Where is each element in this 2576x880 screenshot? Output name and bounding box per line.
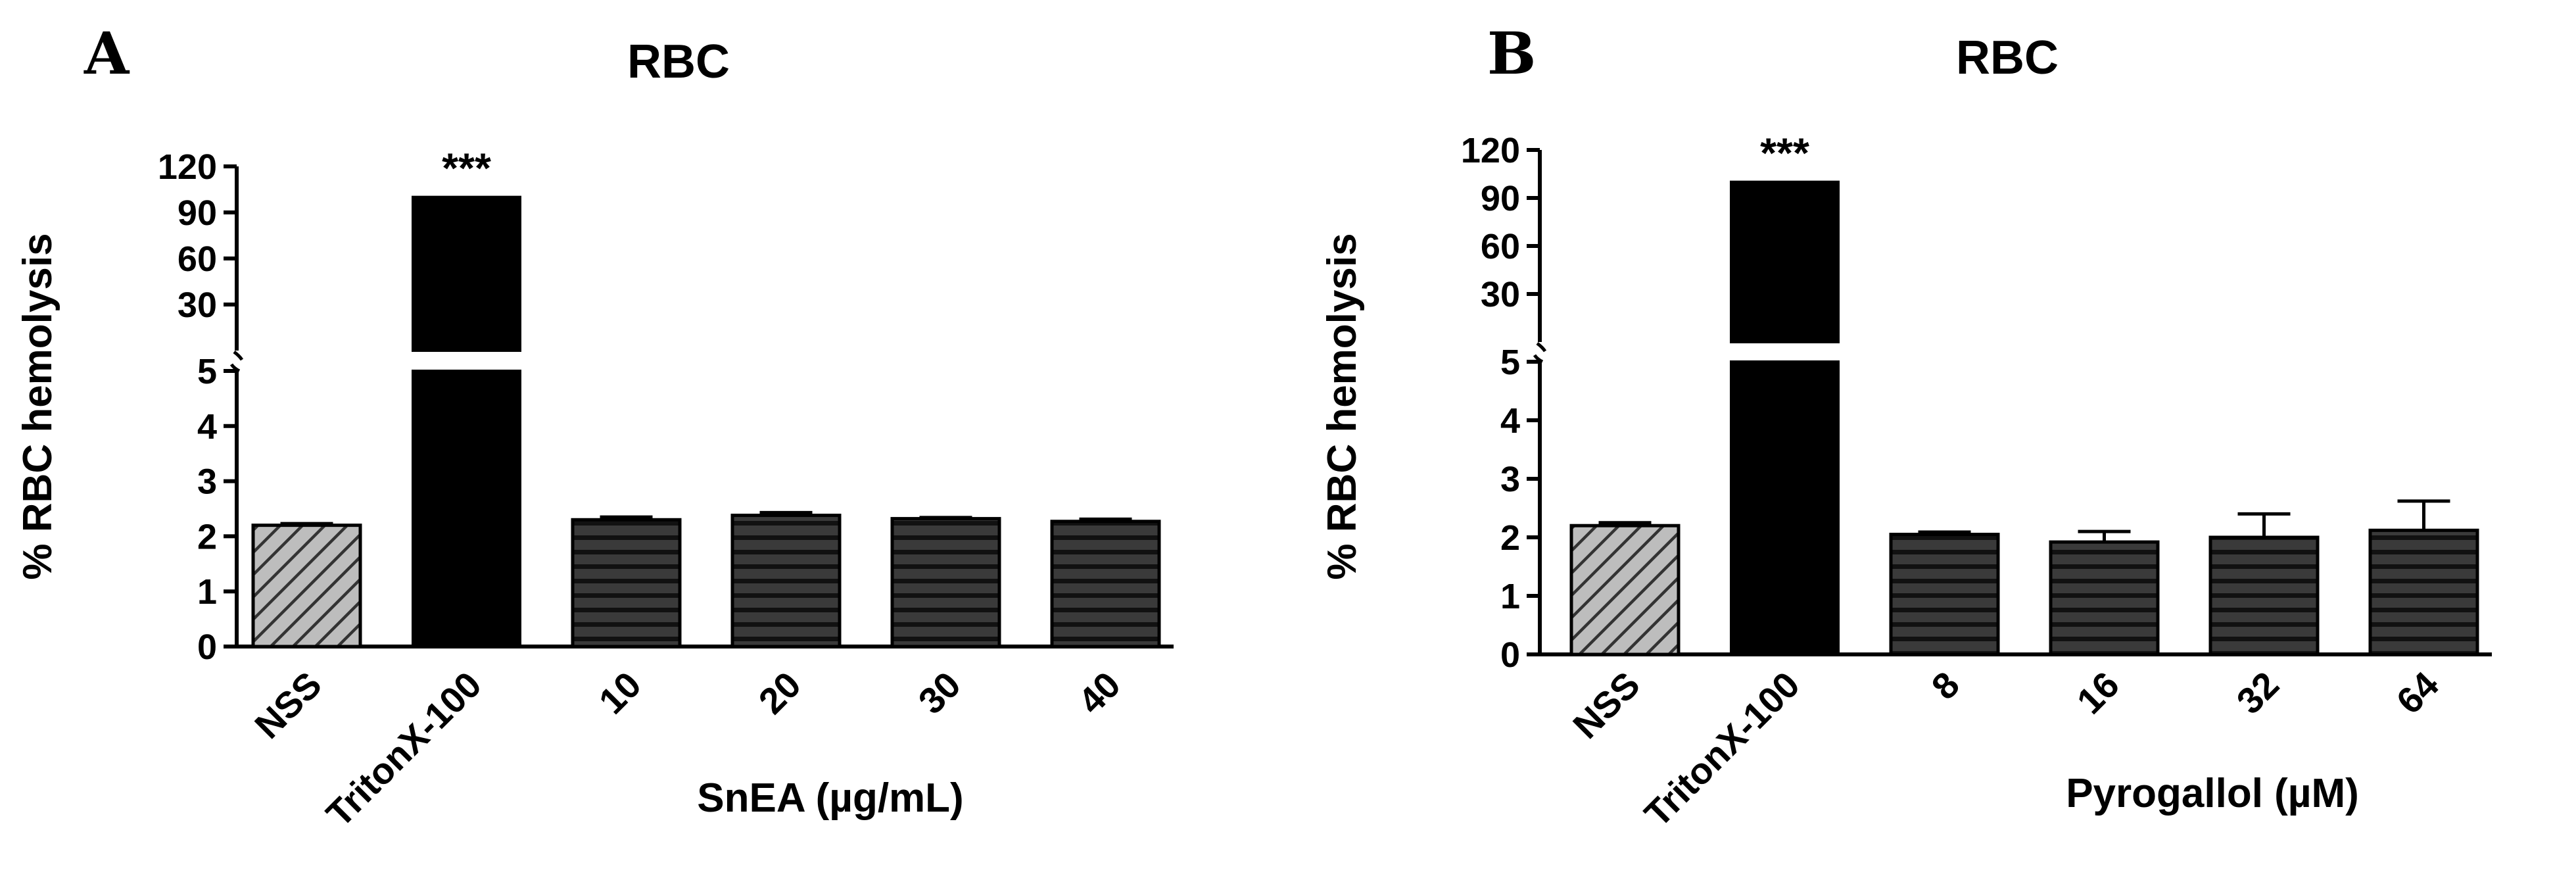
y-tick-label: 4 [197,407,217,447]
bar [890,517,1001,648]
significance-marker: *** [1760,130,1809,177]
y-tick-label: 1 [1500,577,1520,616]
y-tick-label: 60 [178,239,217,279]
bar [1050,520,1161,648]
bar [2208,535,2320,656]
y-tick-label: 0 [197,627,217,667]
bar-upper-segment [1730,180,1840,343]
x-tick-label: 16 [2068,664,2127,722]
x-tick-label: NSS [247,664,329,746]
y-tick-label: 90 [178,193,217,233]
y-tick-label: 5 [197,352,217,391]
y-tick-label: 30 [178,285,217,325]
y-axis-label: % RBC hemolysis [1320,233,1365,579]
bar [571,518,682,648]
x-axis-label: Pyrogallol (µM) [2066,771,2359,816]
x-tick-label: 10 [590,664,649,722]
chart-panel-b: B RBC % RBC hemolysis Pyrogallol (µM) 0 1 2 3 4 5… [1320,19,2492,835]
axis-break-mark [233,351,244,361]
bar [251,524,362,648]
panel-letter: A [83,19,130,87]
y-tick-label: 30 [1481,275,1520,314]
y-tick-label: 2 [197,517,217,556]
axis-break-mark [1533,354,1544,364]
x-tick-label: 8 [1923,664,1967,708]
y-tick-label: 4 [1500,401,1520,441]
axis-break-mark [1536,342,1547,353]
bar [1730,360,1840,656]
y-tick-label: 2 [1500,518,1520,558]
y-tick-label: 120 [1461,131,1520,170]
x-tick-label: 40 [1070,664,1128,722]
x-tick-label: 64 [2388,664,2446,722]
significance-marker: *** [442,145,491,192]
x-tick-label: 30 [910,664,968,722]
bar [412,370,521,648]
y-tick-label: 90 [1481,179,1520,218]
x-tick-label: 32 [2228,664,2287,722]
axis-break-mark [229,363,241,373]
x-tick-label: NSS [1565,664,1648,746]
bar [1569,524,1681,656]
y-tick-label: 3 [197,462,217,502]
bar [2049,540,2160,656]
x-tick-label: 20 [750,664,809,722]
bar [730,514,842,648]
chart-panel-a: A RBC % RBC hemolysis SnEA (µg/mL) 0 1 2 3 4 5 30 6… [15,19,1174,835]
chart-title: RBC [627,36,730,88]
y-tick-label: 3 [1500,460,1520,499]
y-tick-label: 0 [1500,635,1520,675]
y-tick-label: 60 [1481,227,1520,266]
y-axis-label: % RBC hemolysis [15,233,60,579]
x-tick-label: TritonX-100 [318,664,489,835]
y-tick-label: 5 [1500,343,1520,382]
bar [1889,533,2000,656]
bar [2368,528,2479,656]
panel-letter: B [1487,19,1536,87]
chart-title: RBC [1956,32,2059,84]
y-tick-label: 120 [158,147,217,187]
y-tick-label: 1 [197,572,217,612]
x-axis-label: SnEA (µg/mL) [697,775,963,821]
x-tick-label: TritonX-100 [1636,664,1807,835]
bar-upper-segment [412,195,521,352]
